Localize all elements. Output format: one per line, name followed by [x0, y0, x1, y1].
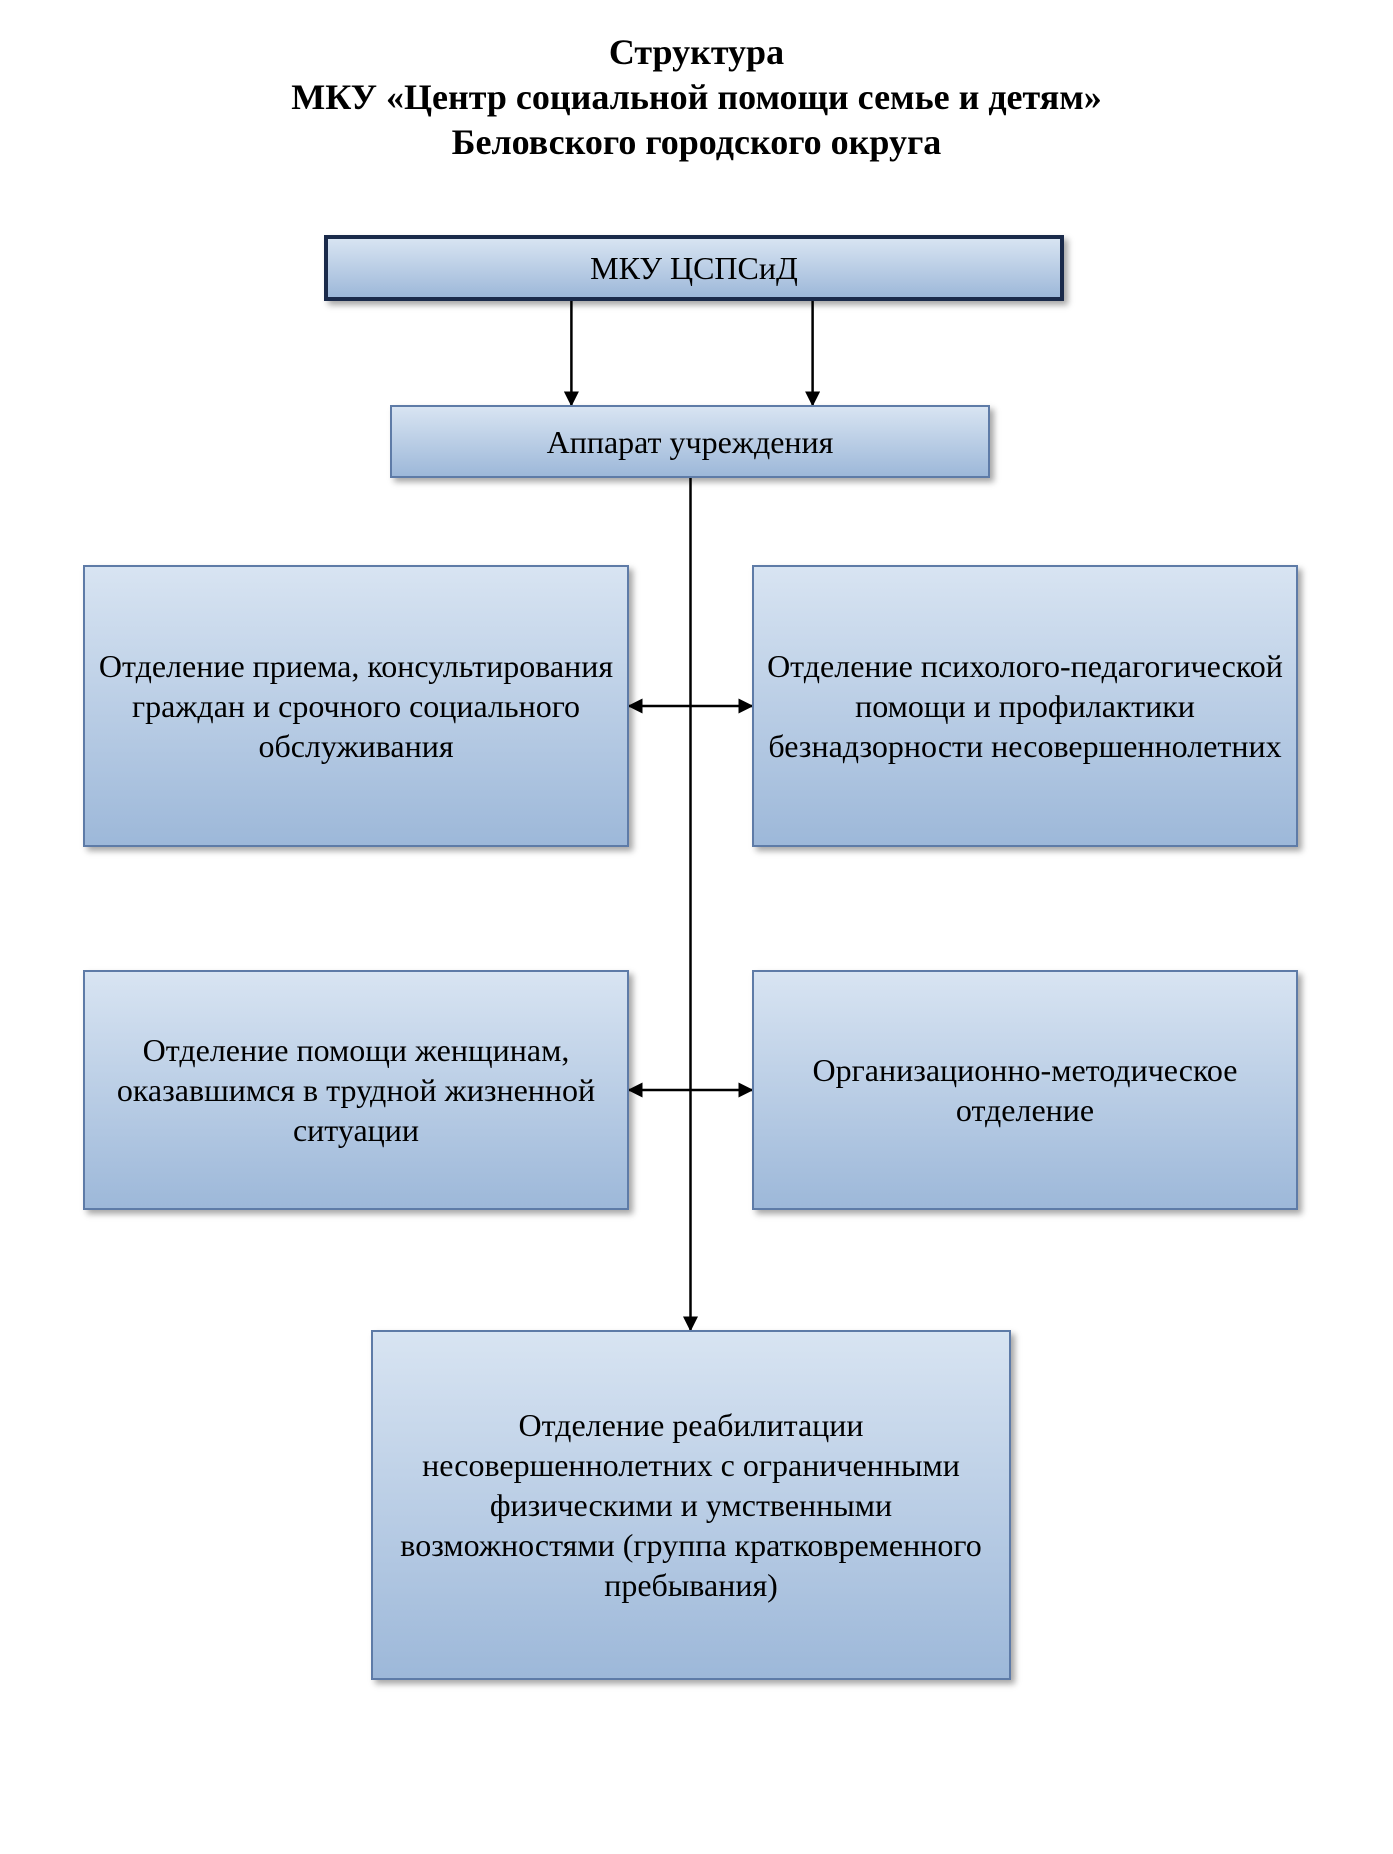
node-label: Организационно-методическое отделение	[764, 1050, 1286, 1130]
node-dep_b: Отделение реабилитации несовершеннолетни…	[371, 1330, 1011, 1680]
node-label: Отделение приема, консультирования гражд…	[95, 646, 617, 766]
node-label: МКУ ЦСПСиД	[338, 248, 1050, 288]
node-label: Отделение помощи женщинам, оказавшимся в…	[95, 1030, 617, 1150]
node-dep_l1: Отделение приема, консультирования гражд…	[83, 565, 629, 847]
node-label: Аппарат учреждения	[402, 422, 978, 462]
node-dep_r2: Организационно-методическое отделение	[752, 970, 1298, 1210]
node-app: Аппарат учреждения	[390, 405, 990, 478]
node-dep_r1: Отделение психолого-педагогической помощ…	[752, 565, 1298, 847]
node-root: МКУ ЦСПСиД	[324, 235, 1064, 301]
node-label: Отделение реабилитации несовершеннолетни…	[383, 1405, 999, 1605]
node-label: Отделение психолого-педагогической помощ…	[764, 646, 1286, 766]
node-dep_l2: Отделение помощи женщинам, оказавшимся в…	[83, 970, 629, 1210]
